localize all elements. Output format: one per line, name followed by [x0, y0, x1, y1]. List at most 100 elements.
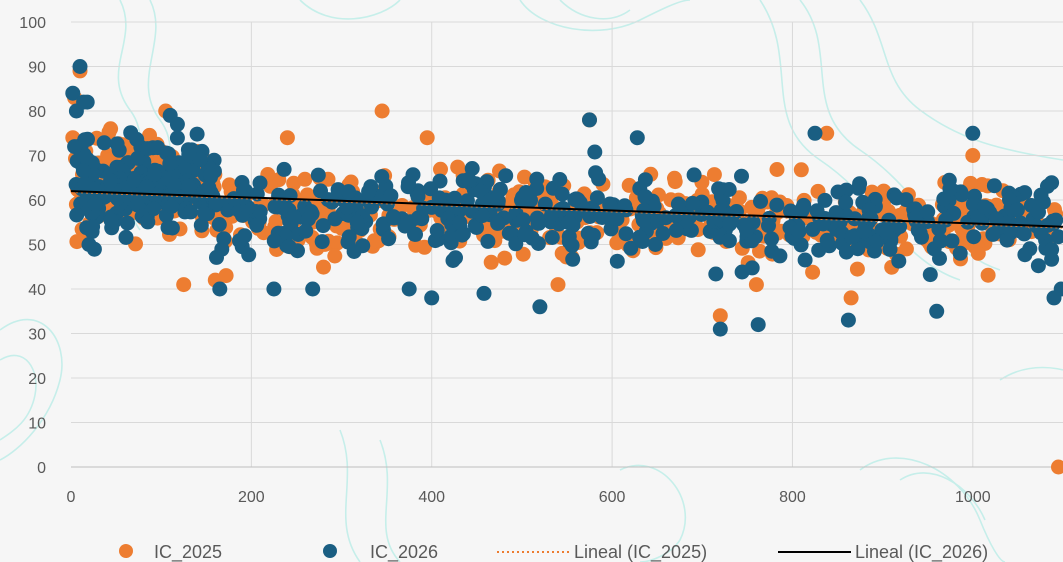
data-points — [65, 59, 1063, 475]
point-ic-2026-117 — [130, 150, 146, 166]
point-ic-2026-703 — [929, 303, 945, 319]
legend-label-trend-2025: Lineal (IC_2025) — [574, 542, 707, 562]
y-tick-label-60: 60 — [28, 193, 46, 210]
point-ic-2026-692 — [305, 281, 321, 297]
point-ic-2026-649 — [838, 194, 854, 210]
point-ic-2026-583 — [1031, 204, 1046, 220]
point-ic-2026-349 — [327, 211, 343, 227]
point-ic-2026-704 — [965, 125, 981, 141]
point-ic-2026-142 — [160, 220, 176, 235]
point-ic-2026-558 — [1030, 258, 1046, 274]
point-ic-2026-466 — [529, 210, 545, 226]
point-ic-2026-702 — [840, 312, 856, 328]
point-ic-2025-391 — [609, 235, 625, 251]
point-ic-2026-410 — [685, 195, 700, 211]
point-ic-2026-645 — [988, 211, 1004, 227]
point-ic-2026-577 — [819, 232, 835, 248]
point-ic-2025-378 — [433, 161, 448, 177]
point-ic-2025-574 — [752, 243, 767, 259]
point-ic-2026-419 — [490, 215, 506, 231]
point-ic-2026-188 — [162, 156, 178, 172]
point-ic-2026-156 — [140, 141, 156, 157]
point-ic-2026-232 — [276, 161, 292, 177]
point-ic-2026-690 — [212, 281, 228, 297]
legend-marker-ic-2026 — [323, 544, 337, 558]
point-ic-2026-693 — [401, 281, 417, 297]
point-ic-2026-597 — [772, 248, 788, 264]
legend-label-ic-2026: IC_2026 — [370, 542, 438, 562]
point-ic-2026-373 — [480, 233, 496, 249]
x-tick-label-400: 400 — [418, 489, 445, 506]
point-ic-2025-692 — [374, 103, 390, 119]
point-ic-2025-283 — [690, 242, 706, 258]
point-ic-2026-145 — [181, 178, 196, 194]
point-ic-2026-421 — [588, 165, 604, 181]
point-ic-2026-474 — [429, 223, 445, 238]
point-ic-2026-402 — [281, 239, 297, 255]
point-ic-2026-187 — [197, 206, 213, 222]
point-ic-2026-547 — [1044, 175, 1060, 191]
point-ic-2026-660 — [739, 222, 754, 238]
point-ic-2026-699 — [712, 321, 728, 337]
point-ic-2026-479 — [489, 191, 505, 206]
point-ic-2026-437 — [635, 212, 651, 228]
point-ic-2026-155 — [103, 212, 119, 228]
point-ic-2026-623 — [851, 180, 867, 196]
point-ic-2026-646 — [1033, 225, 1049, 241]
point-ic-2026-369 — [216, 231, 232, 247]
point-ic-2026-423 — [401, 175, 416, 191]
point-ic-2026-687 — [79, 94, 95, 110]
point-ic-2026-150 — [164, 199, 179, 214]
y-tick-label-70: 70 — [28, 149, 46, 166]
point-ic-2026-337 — [618, 226, 634, 242]
point-ic-2026-686 — [85, 219, 101, 235]
point-ic-2025-700 — [965, 148, 981, 163]
point-ic-2026-647 — [1044, 242, 1060, 258]
point-ic-2026-422 — [561, 234, 577, 250]
point-ic-2025-49 — [69, 234, 85, 250]
legend-label-trend-2026: Lineal (IC_2026) — [855, 542, 988, 562]
point-ic-2026-677 — [1046, 216, 1062, 231]
point-ic-2026-592 — [769, 197, 785, 213]
trendline-ic-2026 — [70, 190, 1063, 228]
point-ic-2025-657 — [793, 162, 809, 178]
point-ic-2026-196 — [140, 214, 156, 230]
point-ic-2026-696 — [532, 299, 548, 315]
point-ic-2025-693 — [419, 130, 435, 146]
point-ic-2026-463 — [544, 207, 559, 223]
point-ic-2026-700 — [750, 317, 766, 333]
point-ic-2025-698 — [819, 125, 835, 141]
point-ic-2026-642 — [1017, 247, 1033, 263]
point-ic-2026-679 — [942, 181, 958, 197]
point-ic-2026-358 — [544, 230, 560, 245]
point-ic-2025-701 — [1051, 459, 1063, 475]
point-ic-2026-614 — [933, 233, 949, 249]
point-ic-2026-448 — [211, 217, 227, 232]
point-ic-2026-353 — [445, 253, 461, 268]
point-ic-2026-345 — [310, 167, 326, 183]
point-ic-2026-467 — [410, 188, 426, 204]
point-ic-2026-365 — [655, 226, 671, 241]
point-ic-2026-470 — [517, 227, 533, 243]
point-ic-2026-656 — [744, 260, 760, 276]
point-ic-2026-427 — [349, 214, 365, 230]
point-ic-2026-669 — [892, 219, 908, 235]
point-ic-2025-470 — [297, 171, 313, 187]
point-ic-2026-195 — [103, 173, 118, 189]
point-ic-2025-468 — [327, 248, 343, 264]
point-ic-2026-177 — [183, 204, 199, 220]
point-ic-2026-442 — [464, 161, 480, 176]
point-ic-2026-407 — [364, 199, 380, 215]
point-ic-2026-447 — [346, 244, 362, 259]
y-tick-label-30: 30 — [28, 327, 46, 344]
point-ic-2026-584 — [783, 203, 798, 219]
point-ic-2026-192 — [181, 146, 197, 162]
point-ic-2025-696 — [712, 308, 728, 324]
x-tick-label-1000: 1000 — [955, 489, 991, 506]
point-ic-2026-620 — [838, 244, 854, 260]
point-ic-2026-599 — [830, 184, 846, 200]
point-ic-2026-665 — [761, 218, 776, 234]
point-ic-2026-385 — [300, 211, 316, 227]
point-ic-2026-650 — [882, 241, 898, 257]
